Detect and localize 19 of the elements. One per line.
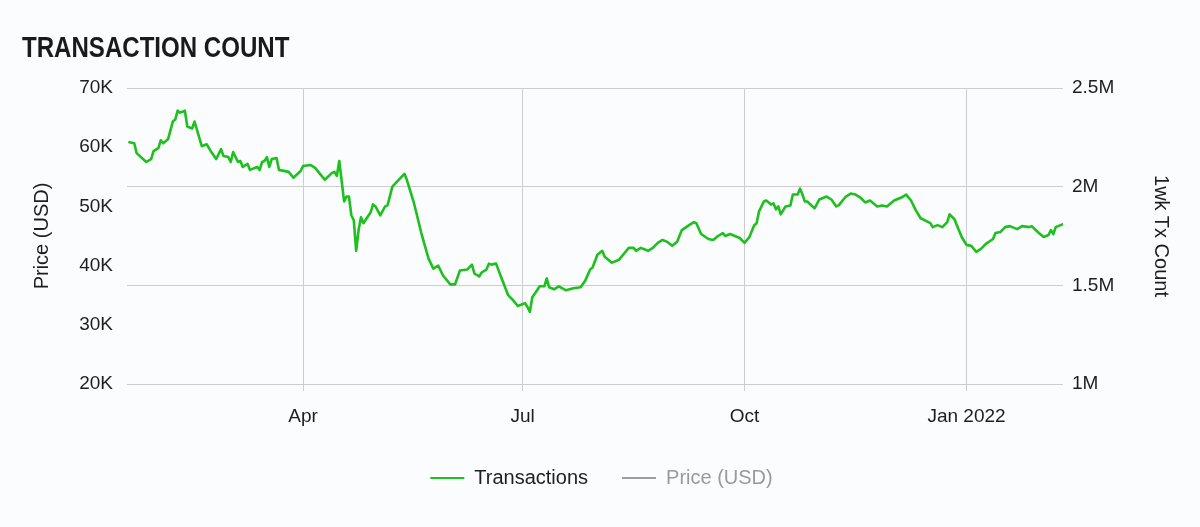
y-axis-title: Price (USD) bbox=[29, 182, 52, 290]
x-tick-label: Oct bbox=[729, 404, 761, 426]
y-tick-label: 40K bbox=[79, 253, 114, 275]
x-tick-label: Jul bbox=[510, 404, 535, 426]
x-tick-label: Apr bbox=[288, 404, 319, 426]
legend-label: Price (USD) bbox=[666, 465, 773, 488]
chart-title: TRANSACTION COUNT bbox=[22, 31, 290, 63]
legend-label: Transactions bbox=[474, 465, 589, 488]
y-tick-label: 70K bbox=[79, 76, 114, 98]
y-tick-label: 60K bbox=[79, 135, 114, 157]
y2-tick-label: 1.5M bbox=[1072, 273, 1115, 295]
y2-axis-title: 1wk Tx Count bbox=[1151, 175, 1174, 298]
y2-tick-label: 1M bbox=[1072, 372, 1099, 394]
y-tick-label: 50K bbox=[79, 194, 114, 216]
y-tick-label: 20K bbox=[79, 372, 114, 394]
y2-tick-label: 2.5M bbox=[1072, 76, 1115, 98]
y-tick-label: 30K bbox=[79, 313, 114, 335]
x-tick-label: Jan 2022 bbox=[927, 404, 1006, 426]
y2-tick-label: 2M bbox=[1072, 174, 1099, 196]
